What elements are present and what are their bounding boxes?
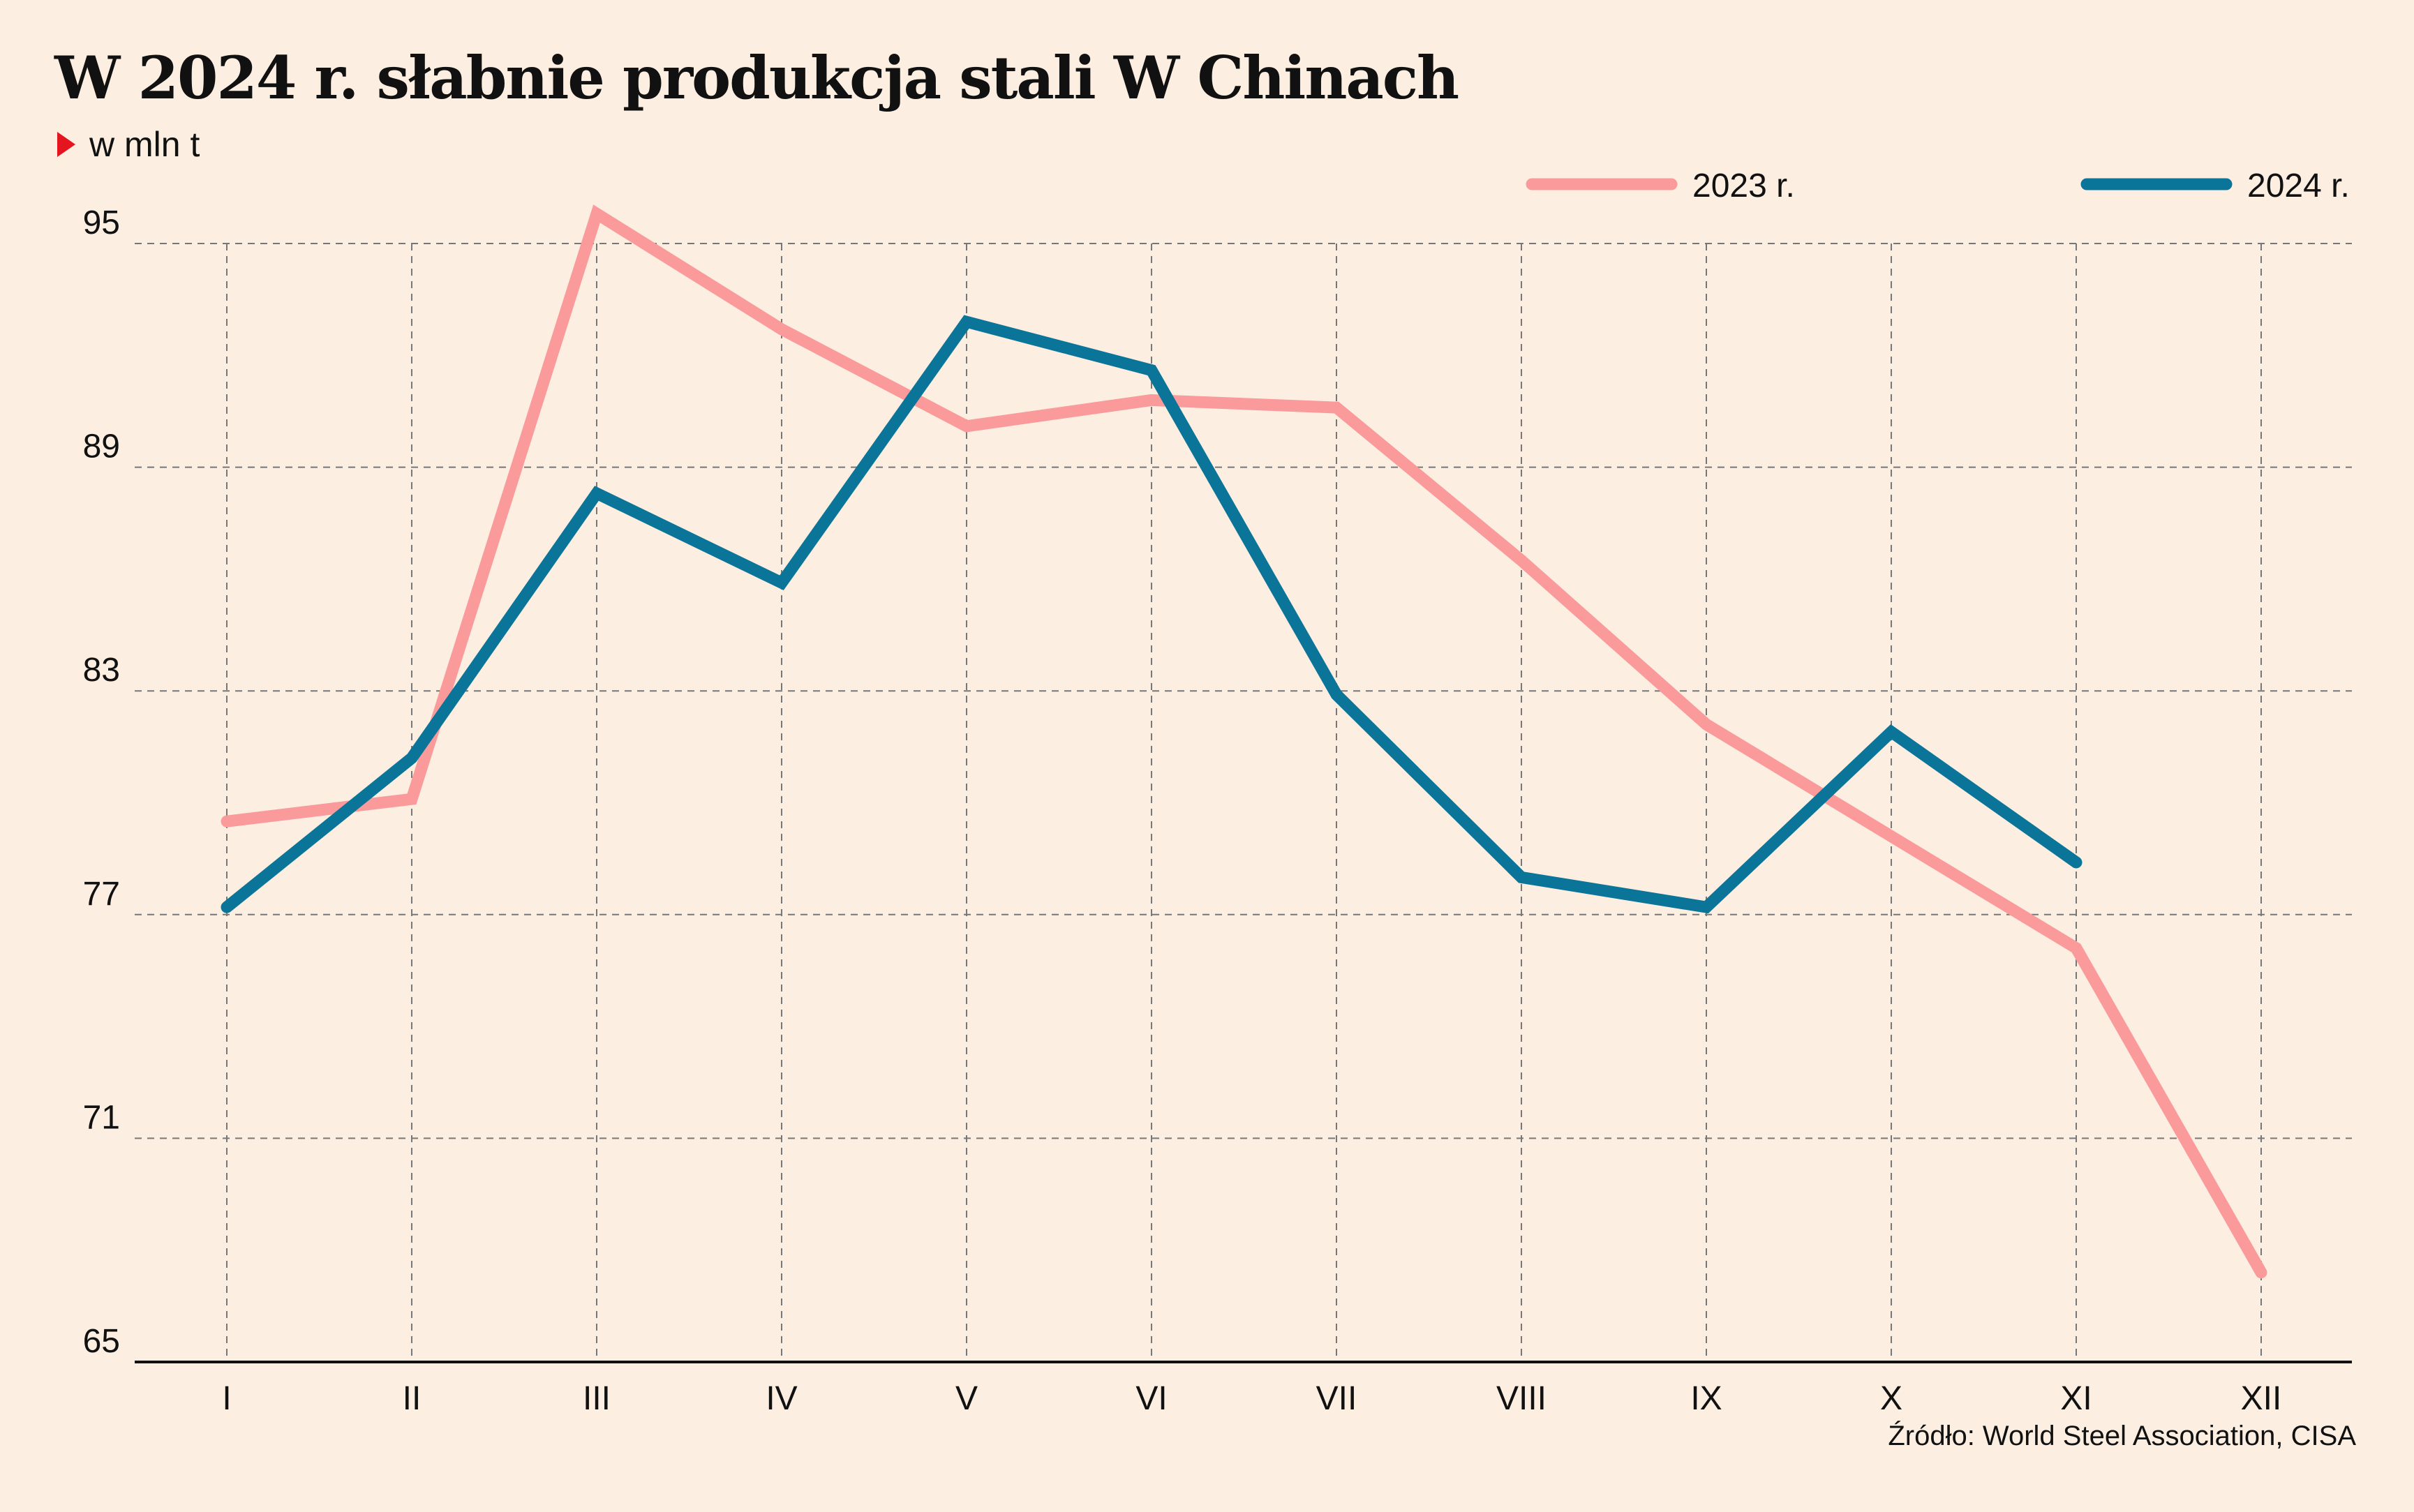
series-lines xyxy=(221,204,2267,1279)
x-tick-label: XI xyxy=(2060,1380,2092,1417)
y-tick-label: 95 xyxy=(83,204,120,241)
y-tick-label: 77 xyxy=(83,876,120,913)
source-note: Źródło: World Steel Association, CISA xyxy=(1888,1421,2356,1451)
horizontal-gridlines xyxy=(135,243,2352,1139)
legend: 2023 r. 2024 r. xyxy=(1526,167,2350,204)
x-tick-label: IV xyxy=(766,1380,797,1417)
unit-text: w mln t xyxy=(89,125,200,164)
x-tick-label: I xyxy=(222,1380,231,1417)
x-tick-label: VI xyxy=(1135,1380,1167,1417)
y-tick-label: 71 xyxy=(83,1099,120,1136)
y-tick-label: 65 xyxy=(83,1323,120,1360)
x-tick-label: III xyxy=(583,1380,611,1417)
x-tick-label: V xyxy=(955,1380,978,1417)
chart-title: W 2024 r. słabnie produkcja stali W Chin… xyxy=(54,43,1459,112)
series-line-2024 xyxy=(221,315,2083,914)
unit-label: w mln t xyxy=(57,124,200,165)
x-tick-labels: I II III IV V VI VII VIII IX X XI XII xyxy=(222,1380,2281,1417)
x-tick-label: XII xyxy=(2241,1380,2282,1417)
y-tick-label: 83 xyxy=(83,652,120,689)
x-tick-label: X xyxy=(1880,1380,1902,1417)
series-line-2023 xyxy=(221,204,2267,1279)
legend-label: 2023 r. xyxy=(1692,167,1795,204)
x-tick-label: VIII xyxy=(1496,1380,1547,1417)
x-tick-label: VII xyxy=(1316,1380,1357,1417)
x-tick-label: II xyxy=(403,1380,422,1417)
y-tick-labels: 65 71 77 83 89 95 xyxy=(83,204,120,1360)
red-triangle-icon xyxy=(57,132,75,157)
x-tick-label: IX xyxy=(1690,1380,1722,1417)
y-tick-label: 89 xyxy=(83,428,120,465)
legend-label: 2024 r. xyxy=(2247,167,2350,204)
